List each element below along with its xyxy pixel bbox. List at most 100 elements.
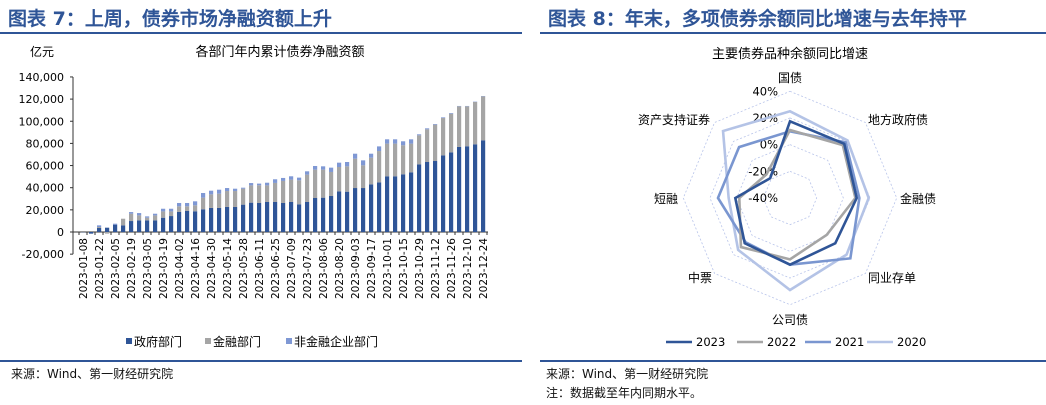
bar-nonfinancial [313,165,318,170]
bar-nonfinancial [153,213,158,216]
x-tick-label: 2023-11-26 [446,238,458,299]
bar-government [217,207,222,232]
bar-nonfinancial [329,167,334,172]
bar-government [313,197,318,232]
radar-axis-label: 金融债 [900,191,936,206]
bar-financial [185,206,190,211]
bar-nonfinancial [353,153,358,159]
x-tick-label: 2023-04-16 [190,238,202,299]
bar-government [393,176,398,232]
bar-government [321,197,326,232]
bar-financial [361,165,366,189]
bar-government [433,161,438,232]
bar-financial [217,193,222,208]
x-tick-label: 2023-10-29 [414,238,426,299]
bar-nonfinancial [417,134,422,136]
bar-nonfinancial [393,139,398,144]
y-tick-label: 40,000 [26,182,65,195]
radar-tick-label: 40% [752,84,778,98]
x-tick-label: 2023-10-15 [398,238,410,299]
bar-nonfinancial [129,212,134,214]
bar-nonfinancial [297,177,302,181]
right-source-divider [540,360,1046,362]
x-tick-label: 2023-04-02 [174,238,186,299]
bar-government [265,201,270,232]
x-tick-label: 2023-02-05 [110,238,122,299]
x-tick-label: 2023-07-23 [302,238,314,299]
bar-financial [465,106,470,147]
bar-nonfinancial [377,146,382,152]
bar-nonfinancial [289,176,294,180]
bar-financial [153,215,158,221]
bar-nonfinancial [265,182,270,186]
bar-financial [417,135,422,165]
bar-nonfinancial [281,177,286,181]
bar-nonfinancial [177,202,182,207]
bar-nonfinancial [97,225,102,228]
x-tick-label: 2023-06-11 [254,238,266,299]
bar-government [449,152,454,232]
radar-axis-label: 同业存单 [868,271,916,285]
bar-government [345,191,350,232]
radar-axis-label: 资产支持证券 [638,112,710,127]
radar-chart-title: 主要债券品种余额同比增速 [712,46,868,62]
bar-government [273,201,278,232]
legend-label: 金融部门 [213,334,261,349]
bar-government [417,164,422,232]
x-tick-label: 2023-05-14 [222,238,234,299]
x-tick-label: 2023-05-28 [238,238,250,299]
bar-financial [305,174,310,202]
bar-government [457,146,462,232]
legend-label: 2021 [835,335,864,349]
right-figure-title: 图表 8：年末，多项债券余额同比增速与去年持平 [548,8,967,30]
bar-financial [377,151,382,183]
bar-government [337,191,342,232]
bar-government [481,140,486,232]
bar-nonfinancial [369,153,374,158]
bar-government [241,204,246,232]
bar-nonfinancial [185,202,190,207]
bar-government [473,144,478,232]
bar-government [137,220,142,232]
bar-government [257,202,262,232]
bar-nonfinancial [145,216,150,218]
bar-government [113,224,118,232]
bar-nonfinancial [273,179,278,183]
bar-financial [273,182,278,202]
bar-financial [97,227,102,229]
bar-nonfinancial [161,208,166,212]
bar-nonfinancial [217,189,222,194]
bar-financial [281,180,286,203]
bar-financial [137,215,142,221]
bar-nonfinancial [449,113,454,114]
bar-nonfinancial [193,201,198,206]
bar-financial [345,166,350,192]
bar-nonfinancial [321,166,326,170]
bar-nonfinancial [425,128,430,130]
left-figure-title: 图表 7：上周，债券市场净融资额上升 [8,8,332,30]
radar-axis-label: 短融 [654,192,678,206]
x-tick-label: 2023-03-05 [142,238,154,299]
radar-gridline [736,144,844,252]
radar-axis-label: 地方政府债 [868,112,928,127]
legend-swatch [205,338,211,344]
radar-chart: 主要债券品种余额同比增速 40%20%0%-20%-40% 国债地方政府债金融债… [638,46,936,349]
x-tick-label: 2023-12-24 [478,238,490,299]
radar-series-2020 [721,109,871,292]
bar-nonfinancial [113,223,118,225]
bar-nonfinancial [241,187,246,189]
bar-government [369,184,374,232]
x-tick-label: 2023-08-20 [334,238,346,299]
bar-government [105,227,110,232]
bar-government [297,204,302,232]
radar-axis-label: 公司债 [772,313,808,327]
y-tick-label: 80,000 [26,137,65,150]
bar-government [161,217,166,232]
bar-government [425,162,430,232]
right-title-divider [540,32,1046,34]
x-tick-label: 2023-02-19 [126,238,138,299]
legend-label: 2020 [897,335,926,349]
bar-financial [353,158,358,189]
bar-chart-title: 各部门年内累计债券净融资额 [195,44,364,60]
bar-government [385,176,390,232]
